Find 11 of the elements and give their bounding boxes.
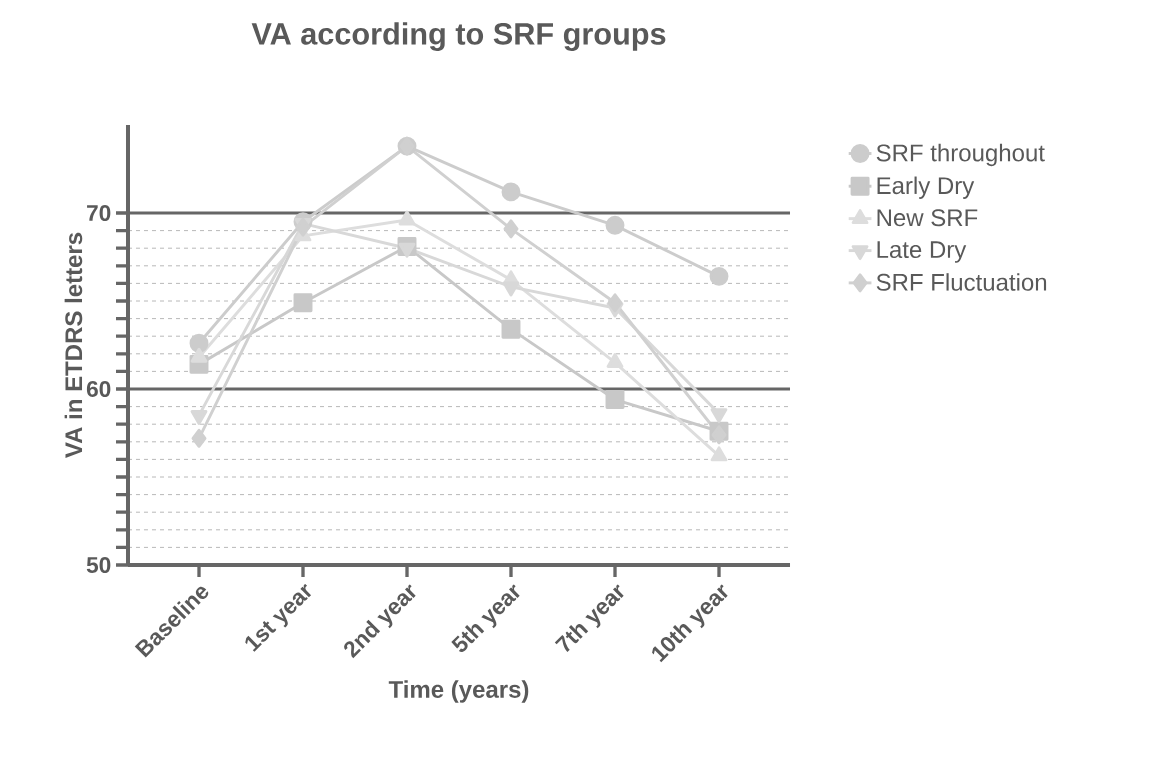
- y-axis-title: VA in ETDRS letters: [64, 232, 83, 458]
- legend-label: New SRF: [877, 209, 978, 227]
- x-axis-title: Time (years): [388, 680, 529, 703]
- legend-label: SRF Fluctuation: [876, 273, 1047, 291]
- legend-label: SRF throughout: [876, 143, 1045, 167]
- y-tick-label: 70: [87, 204, 111, 222]
- y-tick-label: 60: [86, 380, 111, 398]
- legend-label: Early Dry: [877, 176, 975, 199]
- chart-title: VA according to SRF groups: [251, 22, 666, 51]
- legend-label: Late Dry: [877, 241, 967, 263]
- y-tick-label: 50: [86, 556, 111, 574]
